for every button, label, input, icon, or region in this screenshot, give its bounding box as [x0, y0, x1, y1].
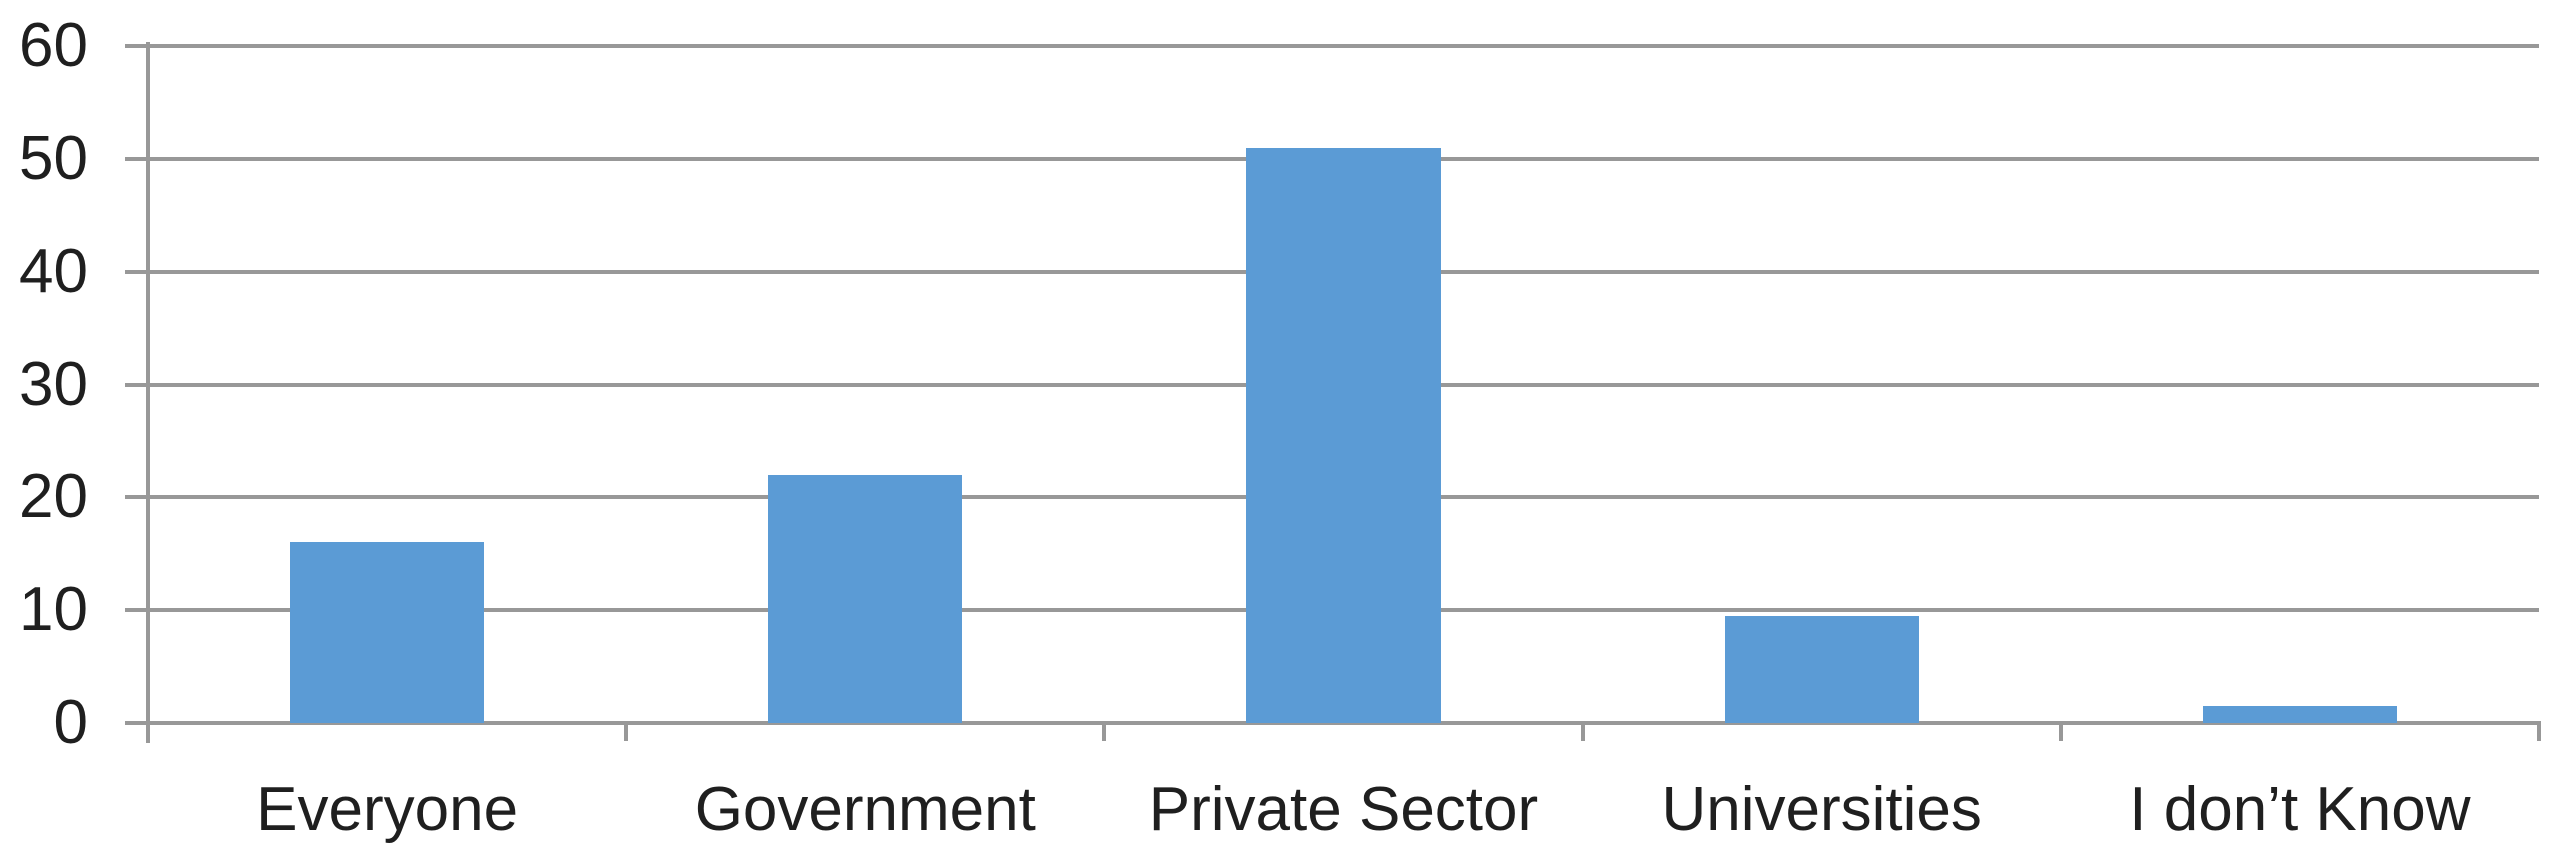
x-axis-category-label: Government: [694, 775, 1036, 844]
x-axis-category-label: Private Sector: [1148, 775, 1539, 844]
bar-i-don-t-know: [2202, 706, 2397, 723]
x-axis-tick: [146, 721, 150, 741]
x-axis-tick: [2058, 721, 2063, 741]
y-axis-tick-label: 10: [19, 575, 88, 645]
y-axis-line: [146, 42, 150, 743]
x-axis-tick: [1102, 721, 1107, 741]
x-axis-tick: [1580, 721, 1585, 741]
bar-everyone: [290, 542, 485, 723]
x-axis-tick: [2537, 721, 2541, 741]
x-axis-category-label: Everyone: [256, 775, 519, 844]
x-axis-category-label: Universities: [1661, 775, 1982, 844]
y-axis-tick-label: 30: [19, 349, 88, 419]
x-axis-category-label: I don’t Know: [2129, 775, 2471, 844]
y-gridline: [125, 44, 2539, 48]
y-gridline: [125, 721, 2539, 725]
y-axis-tick-label: 40: [19, 236, 88, 306]
bar-government: [768, 474, 963, 723]
y-axis-tick-label: 0: [53, 688, 88, 757]
y-axis-tick-label: 50: [19, 123, 88, 193]
bar-private-sector: [1246, 147, 1441, 723]
y-axis-tick-label: 20: [19, 462, 88, 532]
x-axis-tick: [624, 721, 629, 741]
y-axis-tick-label: 60: [19, 11, 88, 80]
bar-universities: [1724, 615, 1919, 723]
